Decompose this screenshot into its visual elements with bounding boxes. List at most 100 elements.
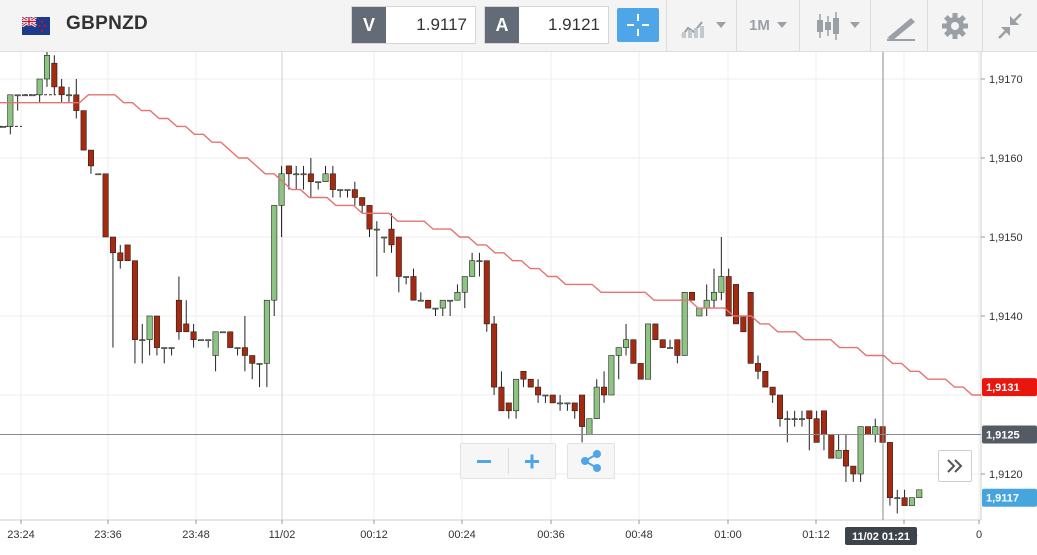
zoom-out-button[interactable] bbox=[461, 444, 507, 478]
x-tick-label: 23:48 bbox=[182, 529, 210, 541]
candle-body bbox=[131, 260, 138, 340]
candle-body bbox=[791, 418, 798, 421]
timeframe-label: 1M bbox=[749, 17, 770, 34]
candle-body bbox=[505, 402, 512, 412]
share-button[interactable] bbox=[567, 443, 615, 479]
candle-body bbox=[886, 442, 893, 498]
candle-body bbox=[659, 339, 666, 348]
candle-body bbox=[293, 173, 300, 176]
candle-body bbox=[29, 94, 36, 97]
candle-body bbox=[681, 292, 688, 356]
candle-body bbox=[403, 276, 410, 278]
candle-body bbox=[813, 418, 820, 443]
scroll-to-latest-button[interactable] bbox=[938, 450, 972, 482]
gear-icon bbox=[942, 13, 968, 39]
candle-body bbox=[762, 370, 769, 388]
candle-body bbox=[637, 363, 644, 380]
candle-body bbox=[278, 173, 285, 206]
candle-body bbox=[212, 331, 219, 356]
candle-body bbox=[117, 252, 124, 262]
drawing-tools-icon bbox=[887, 18, 915, 41]
candle-body bbox=[645, 323, 652, 380]
candle-body bbox=[7, 94, 14, 127]
candle-body bbox=[432, 307, 439, 310]
candle-body bbox=[630, 339, 637, 364]
x-tick-label: 11/02 bbox=[269, 529, 296, 541]
candle-body bbox=[491, 323, 498, 388]
candle-body bbox=[381, 236, 388, 239]
candle-body bbox=[513, 378, 520, 412]
uk-nz-flag-icon bbox=[22, 17, 50, 35]
moving-average-line bbox=[0, 94, 981, 396]
candle-body bbox=[124, 244, 131, 261]
x-tick-label: 0 bbox=[976, 529, 982, 541]
candle-body bbox=[80, 110, 87, 151]
y-tick-label: 1,9140 bbox=[989, 311, 1023, 323]
candle-body bbox=[689, 292, 696, 301]
candle-body bbox=[828, 434, 835, 459]
candle-body bbox=[820, 410, 827, 435]
x-tick-label: 01:00 bbox=[714, 529, 742, 541]
candle-body bbox=[615, 347, 622, 356]
candlestick-type-button[interactable] bbox=[800, 0, 870, 52]
candle-body bbox=[227, 331, 234, 348]
ask-price-button[interactable]: A 1.9121 bbox=[484, 6, 609, 44]
candle-body bbox=[256, 363, 263, 365]
candle-body bbox=[718, 276, 725, 293]
candle-body bbox=[153, 315, 160, 348]
candle-body bbox=[205, 339, 212, 342]
candle-body bbox=[601, 386, 608, 396]
candle-body bbox=[916, 489, 923, 498]
candle-body bbox=[520, 370, 527, 380]
candle-body bbox=[359, 197, 366, 206]
symbol-title: GBPNZD bbox=[66, 13, 149, 34]
candle-body bbox=[901, 497, 908, 506]
collapse-button[interactable] bbox=[983, 0, 1037, 52]
candle-body bbox=[337, 189, 344, 191]
chart-type-icon bbox=[681, 21, 704, 38]
bid-value: 1.9117 bbox=[416, 15, 467, 34]
candle-body bbox=[527, 378, 534, 388]
x-tick-label: 00:12 bbox=[360, 529, 388, 541]
ma-price-label: 1,9131 bbox=[986, 382, 1020, 394]
candle-body bbox=[732, 284, 739, 325]
y-tick-label: 1,9120 bbox=[989, 469, 1023, 481]
candle-body bbox=[798, 418, 805, 421]
settings-button[interactable] bbox=[928, 0, 982, 52]
zoom-in-button[interactable] bbox=[510, 444, 556, 478]
bid-price-button[interactable]: V 1.9117 bbox=[351, 6, 476, 44]
candle-body bbox=[557, 402, 564, 405]
minus-icon bbox=[477, 460, 491, 463]
candle-body bbox=[703, 299, 710, 309]
candle-body bbox=[373, 228, 380, 231]
candle-body bbox=[579, 394, 586, 427]
candle-body bbox=[285, 165, 292, 175]
candle-body bbox=[571, 402, 578, 412]
candle-body bbox=[608, 355, 615, 396]
ask-tag: A bbox=[485, 7, 519, 43]
candle-body bbox=[894, 497, 901, 500]
candle-body bbox=[322, 173, 329, 183]
candle-body bbox=[51, 62, 58, 88]
drawing-tools-button[interactable] bbox=[871, 0, 927, 52]
price-chart[interactable]: 1,9170 1,9160 1,9150 1,9140 1,9120 23:24 23:36… bbox=[0, 52, 1037, 555]
candle-body bbox=[58, 86, 65, 96]
chart-type-button[interactable] bbox=[667, 0, 736, 52]
candle-body bbox=[842, 449, 849, 467]
candle-body bbox=[498, 386, 505, 412]
candle-body bbox=[168, 347, 175, 349]
candlestick-icon bbox=[817, 12, 839, 40]
crosshair-button[interactable] bbox=[617, 8, 659, 42]
candle-body bbox=[351, 189, 358, 198]
candle-body bbox=[586, 418, 593, 435]
crosshair-time-label-bg bbox=[845, 527, 917, 545]
candle-body bbox=[593, 386, 600, 420]
candle-body bbox=[234, 347, 241, 349]
candle-body bbox=[754, 363, 761, 372]
candle-body bbox=[725, 276, 732, 317]
crosshair-time-label: 11/02 01:21 bbox=[852, 531, 910, 543]
crosshair-icon bbox=[627, 14, 649, 36]
candle-body bbox=[535, 386, 542, 396]
candle-body bbox=[300, 173, 307, 176]
collapse-icon bbox=[998, 13, 1022, 39]
